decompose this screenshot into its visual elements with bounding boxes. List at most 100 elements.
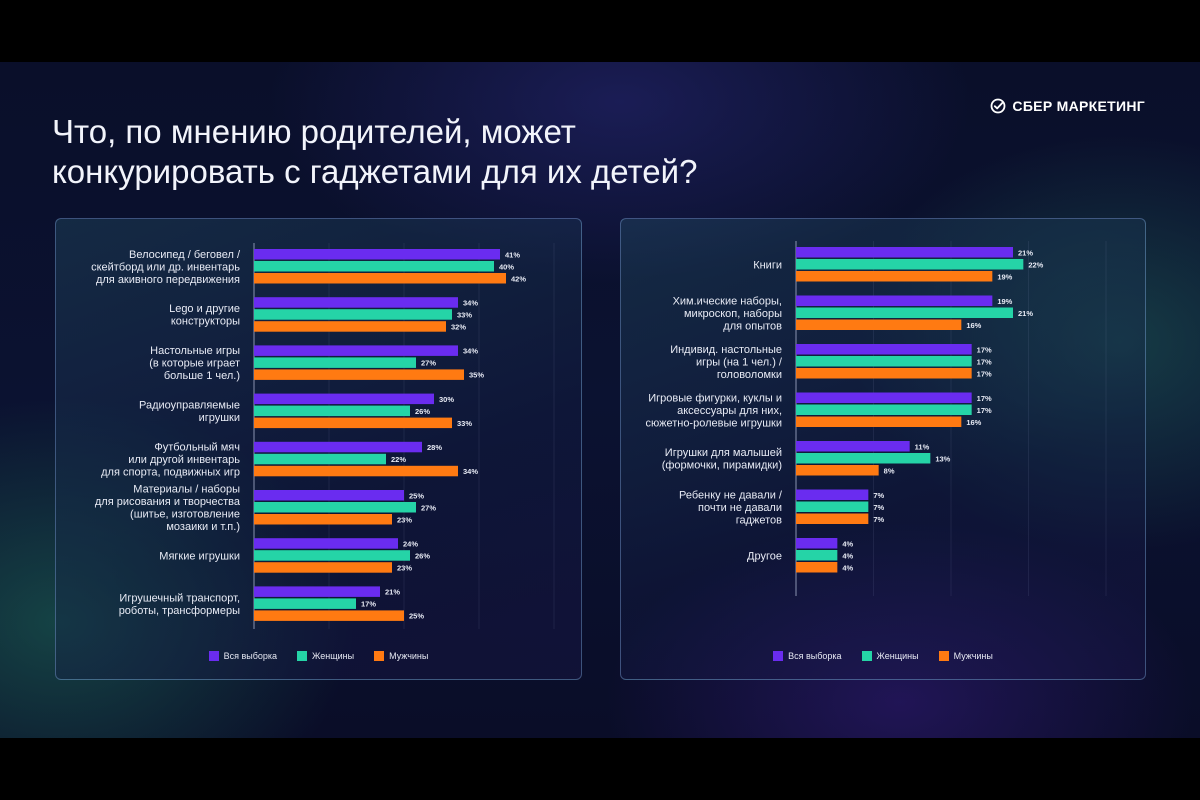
data-label: 8% bbox=[884, 466, 895, 475]
bar-all bbox=[796, 538, 838, 549]
chart-panel-right: Книги 21% 22% 19% Хим.ические наборы, микроск… bbox=[620, 218, 1146, 680]
category-label-line: роботы, трансформеры bbox=[119, 605, 240, 617]
category-label-line: конструкторы bbox=[171, 316, 240, 328]
data-label: 4% bbox=[842, 551, 853, 560]
bar-all bbox=[254, 345, 458, 356]
bar-men bbox=[796, 271, 993, 282]
category-label-line: игрушки bbox=[199, 412, 240, 424]
bar-women bbox=[796, 404, 972, 415]
legend-swatch-women bbox=[297, 651, 308, 661]
category-label-line: (шитье, изготовление bbox=[130, 509, 240, 521]
data-label: 17% bbox=[977, 406, 992, 415]
data-label: 21% bbox=[1018, 248, 1033, 257]
legend-right: Вся выборка Женщины Мужчины bbox=[621, 651, 1145, 661]
category-label: Ребенку не давали / почти не давали гаджет… bbox=[679, 489, 783, 526]
title-line-2: конкурировать с гаджетами для их детей? bbox=[52, 153, 698, 190]
data-label: 22% bbox=[1028, 260, 1043, 269]
sber-check-icon bbox=[991, 98, 1006, 114]
category-label-line: Радиоуправляемые bbox=[139, 400, 240, 412]
data-label: 34% bbox=[463, 299, 478, 308]
category-label: Игрушки для малышей (формочки, пирамидки) bbox=[662, 447, 782, 472]
category-label-line: (в которые играет bbox=[149, 358, 240, 370]
category-label-line: Игрушечный транспорт, bbox=[119, 592, 240, 604]
category-label-line: Материалы / наборы bbox=[133, 484, 240, 496]
category-label-line: микроскоп, наборы bbox=[684, 308, 782, 320]
bar-women bbox=[796, 550, 838, 561]
data-label: 17% bbox=[977, 357, 992, 366]
data-label: 4% bbox=[842, 539, 853, 548]
bar-chart-right: Книги 21% 22% 19% Хим.ические наборы, микроск… bbox=[645, 241, 1107, 596]
bar-men bbox=[796, 368, 972, 379]
category-label: Материалы / наборы для рисования и творче… bbox=[95, 484, 241, 534]
bar-women bbox=[796, 501, 869, 512]
bar-women bbox=[254, 357, 416, 368]
legend-item-all: Вся выборка bbox=[208, 651, 277, 661]
data-label: 30% bbox=[439, 395, 454, 404]
category-label-line: больше 1 чел.) bbox=[164, 370, 240, 382]
category-label-line: мозаики и т.п.) bbox=[166, 521, 240, 533]
category-label-line: Игрушки для малышей bbox=[665, 447, 782, 459]
data-label: 19% bbox=[997, 272, 1012, 281]
data-label: 7% bbox=[873, 503, 884, 512]
data-label: 28% bbox=[427, 443, 442, 452]
bar-women bbox=[254, 598, 356, 609]
data-label: 25% bbox=[409, 612, 424, 621]
legend-left: Вся выборка Женщины Мужчины bbox=[56, 651, 581, 661]
data-label: 16% bbox=[966, 321, 981, 330]
bar-all bbox=[254, 538, 398, 549]
category-label: Настольные игры (в которые играет больше 1… bbox=[149, 345, 240, 382]
category-label-line: Другое bbox=[747, 550, 782, 562]
category-label: Другое bbox=[747, 550, 782, 562]
data-label: 23% bbox=[397, 515, 412, 524]
legend-label-men: Мужчины bbox=[953, 651, 993, 661]
legend-label-women: Женщины bbox=[876, 651, 919, 661]
bar-women bbox=[254, 502, 416, 513]
data-label: 24% bbox=[403, 540, 418, 549]
category-label: Радиоуправляемые игрушки bbox=[139, 400, 240, 425]
bar-women bbox=[254, 261, 494, 272]
bar-women bbox=[796, 259, 1024, 270]
bar-all bbox=[254, 586, 380, 597]
data-label: 16% bbox=[966, 418, 981, 427]
category-label: Футбольный мяч или другой инвентарь для сп… bbox=[101, 442, 240, 479]
bar-all bbox=[796, 344, 972, 355]
category-label-line: Ребенку не давали / bbox=[679, 489, 783, 501]
bar-men bbox=[796, 562, 838, 573]
slide: Что, по мнению родителей, может конкурир… bbox=[0, 62, 1200, 738]
category-label-line: почти не давали bbox=[698, 502, 782, 514]
data-label: 33% bbox=[457, 311, 472, 320]
category-label-line: для акивного передвижения bbox=[96, 274, 240, 286]
category-label: Игрушечный транспорт, роботы, трансформер… bbox=[119, 592, 240, 617]
category-label: Хим.ические наборы, микроскоп, наборы для … bbox=[673, 295, 783, 332]
data-label: 7% bbox=[873, 491, 884, 500]
bar-all bbox=[254, 297, 458, 308]
bar-women bbox=[254, 309, 452, 320]
bar-men bbox=[254, 369, 464, 380]
category-label-line: гаджетов bbox=[736, 514, 782, 526]
bar-chart-left: Велосипед / беговел / скейтборд или др. и… bbox=[91, 243, 555, 629]
data-label: 41% bbox=[505, 250, 520, 259]
legend-item-men: Мужчины bbox=[374, 651, 428, 661]
brand-logo: СБЕР МАРКЕТИНГ bbox=[990, 98, 1145, 114]
legend-item-women: Женщины bbox=[861, 651, 919, 661]
category-label: Книги bbox=[753, 259, 782, 271]
legend-swatch-men bbox=[374, 651, 385, 661]
legend-item-men: Мужчины bbox=[938, 651, 993, 661]
legend-swatch-women bbox=[861, 651, 872, 661]
bar-men bbox=[796, 416, 962, 427]
data-label: 11% bbox=[915, 442, 930, 451]
data-label: 7% bbox=[873, 515, 884, 524]
data-label: 27% bbox=[421, 359, 436, 368]
bar-all bbox=[254, 249, 500, 260]
category-label: Велосипед / беговел / скейтборд или др. и… bbox=[91, 249, 241, 286]
data-label: 34% bbox=[463, 347, 478, 356]
category-label-line: Хим.ические наборы, bbox=[673, 295, 782, 307]
bar-women bbox=[796, 307, 1013, 318]
bar-women bbox=[254, 453, 386, 465]
bar-men bbox=[254, 610, 404, 621]
data-label: 21% bbox=[1018, 309, 1033, 318]
category-label: Lego и другие конструкторы bbox=[169, 303, 240, 328]
data-label: 17% bbox=[977, 394, 992, 403]
data-label: 17% bbox=[977, 369, 992, 378]
legend-swatch-men bbox=[938, 651, 949, 661]
